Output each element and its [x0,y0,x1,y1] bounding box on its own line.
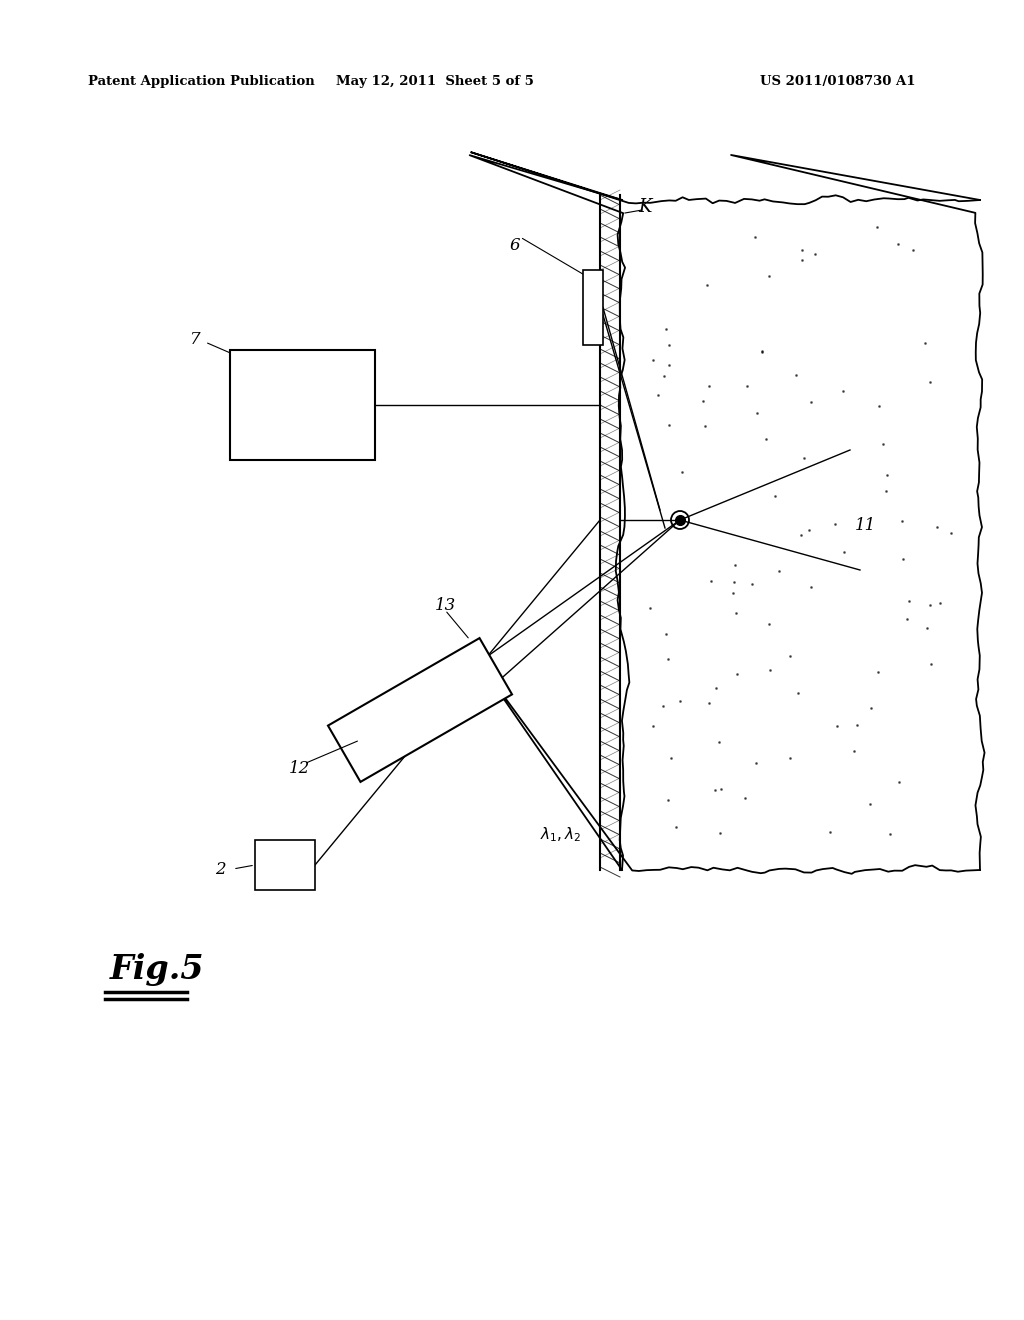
Bar [583,271,603,345]
Text: US 2011/0108730 A1: US 2011/0108730 A1 [760,75,915,88]
Text: Patent Application Publication: Patent Application Publication [88,75,314,88]
Text: $\lambda_1,\lambda_2$: $\lambda_1,\lambda_2$ [540,825,582,845]
Bar [230,350,375,459]
Text: 7: 7 [190,331,201,348]
Polygon shape [328,638,512,781]
Text: Fig.5: Fig.5 [110,953,205,986]
Bar [255,840,315,890]
Text: K: K [638,198,651,216]
Text: 12: 12 [289,760,310,777]
Text: 11: 11 [855,516,877,533]
Text: Computer/
Oscilloscope: Computer/ Oscilloscope [265,389,340,421]
Text: 6: 6 [510,236,520,253]
Text: 2: 2 [215,862,225,879]
Text: May 12, 2011  Sheet 5 of 5: May 12, 2011 Sheet 5 of 5 [336,75,534,88]
Text: 13: 13 [435,597,457,614]
